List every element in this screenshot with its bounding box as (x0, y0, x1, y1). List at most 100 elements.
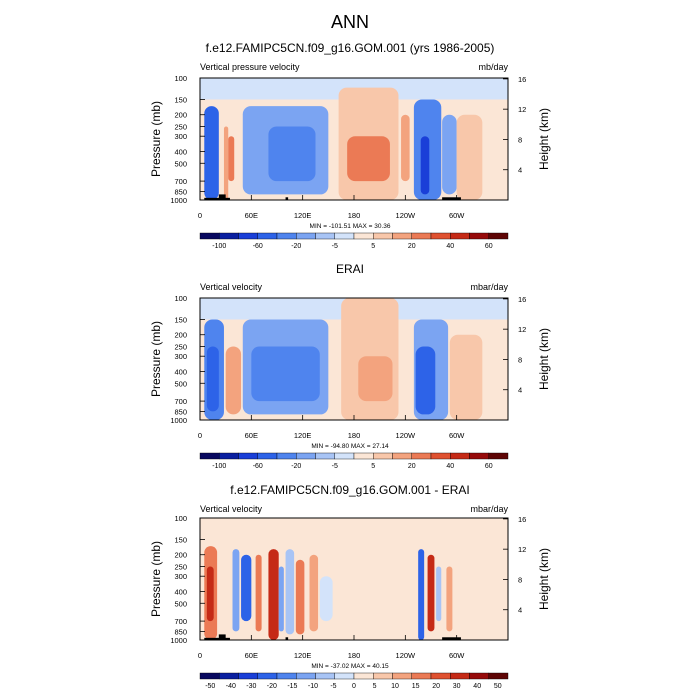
colorbar-label: -20 (291, 243, 301, 250)
y-tick-label: 500 (174, 159, 187, 168)
data-cell (295, 559, 305, 635)
colorbar-label: -50 (205, 683, 215, 690)
y2-tick-label: 16 (518, 515, 526, 524)
data-cell (420, 136, 430, 195)
y-tick-label: 300 (174, 132, 187, 141)
colorbar-label: -30 (246, 683, 256, 690)
y2-tick-label: 16 (518, 75, 526, 84)
y2-tick-label: 4 (518, 386, 522, 395)
y2-tick-label: 16 (518, 295, 526, 304)
colorbar-label: 20 (408, 243, 416, 250)
colorbar-label: 60 (485, 463, 493, 470)
colorbar-label: -100 (212, 243, 226, 250)
colorbar-swatch (276, 672, 297, 680)
colorbar-label: 50 (494, 683, 502, 690)
colorbar-label: -5 (332, 243, 338, 250)
colorbar-swatch (450, 452, 470, 460)
x-tick-label: 60E (245, 431, 258, 440)
x-tick-label: 120W (396, 211, 417, 220)
variable-label: Vertical pressure velocity (200, 62, 300, 72)
colorbar-swatch (238, 452, 258, 460)
data-cell (206, 566, 214, 622)
data-cell (206, 346, 219, 412)
y2-axis-label: Height (km) (537, 548, 551, 610)
y-tick-label: 150 (174, 535, 187, 544)
data-cell (427, 554, 435, 632)
x-tick-label: 60W (449, 211, 465, 220)
y-tick-label: 150 (174, 315, 187, 324)
colorbar-label: 30 (453, 683, 461, 690)
terrain-mask (442, 637, 461, 640)
data-cell (223, 126, 229, 200)
data-cell (204, 106, 219, 200)
y2-tick-label: 12 (518, 325, 526, 334)
y-tick-label: 700 (174, 177, 187, 186)
x-tick-label: 180 (348, 431, 361, 440)
colorbar-swatch (257, 452, 278, 460)
panel-title: f.e12.FAMIPC5CN.f09_g16.GOM.001 (yrs 198… (206, 41, 495, 55)
colorbar-swatch (219, 232, 239, 240)
colorbar-label: -20 (291, 463, 301, 470)
colorbar-swatch (276, 452, 297, 460)
x-tick-label: 120E (294, 211, 312, 220)
data-cell (347, 136, 390, 182)
units-label: mb/day (478, 62, 508, 72)
terrain-mask (218, 194, 226, 200)
colorbar-swatch (296, 232, 316, 240)
colorbar-label: 5 (371, 463, 375, 470)
colorbar-swatch (199, 672, 220, 680)
x-tick-label: 120W (396, 431, 417, 440)
data-cell (251, 346, 320, 402)
y-tick-label: 200 (174, 331, 187, 340)
colorbar-swatch (430, 452, 451, 460)
data-cell (319, 576, 333, 622)
colorbar-swatch (411, 452, 432, 460)
colorbar-swatch (353, 232, 374, 240)
data-cell (255, 554, 262, 632)
data-cell (418, 549, 425, 640)
colorbar-label: 0 (352, 683, 356, 690)
y-tick-label: 1000 (170, 636, 187, 645)
data-cell (358, 356, 393, 402)
colorbar-swatch (296, 452, 316, 460)
y-axis-label: Pressure (mb) (149, 101, 163, 177)
y-tick-label: 100 (174, 514, 187, 523)
main-title: ANN (330, 12, 369, 32)
colorbar-swatch (219, 672, 239, 680)
colorbar-swatch (199, 452, 220, 460)
colorbar-swatch (488, 452, 509, 460)
data-cell (268, 126, 316, 182)
colorbar-swatch (238, 672, 258, 680)
terrain-mask (218, 634, 226, 640)
upper-level-band (200, 518, 508, 540)
y-tick-label: 500 (174, 379, 187, 388)
colorbar-label: 5 (371, 243, 375, 250)
y-tick-label: 400 (174, 147, 187, 156)
colorbar-swatch (430, 232, 451, 240)
colorbar-swatch (373, 232, 393, 240)
colorbar-label: -5 (330, 683, 336, 690)
y-tick-label: 200 (174, 111, 187, 120)
y-axis-label: Pressure (mb) (149, 321, 163, 397)
colorbar-swatch (469, 672, 489, 680)
y-axis-label: Pressure (mb) (149, 541, 163, 617)
y-tick-label: 300 (174, 572, 187, 581)
colorbar-swatch (450, 232, 470, 240)
y-tick-label: 150 (174, 95, 187, 104)
data-cell (442, 114, 457, 195)
data-cell (285, 549, 295, 635)
colorbar-label: 40 (473, 683, 481, 690)
data-cell (415, 346, 436, 415)
colorbar-swatch (373, 452, 393, 460)
colorbar-swatch (411, 672, 432, 680)
x-tick-label: 60W (449, 431, 465, 440)
colorbar-label: -60 (253, 463, 263, 470)
y-tick-label: 250 (174, 123, 187, 132)
x-tick-label: 120W (396, 651, 417, 660)
colorbar-label: -15 (287, 683, 297, 690)
y-tick-label: 700 (174, 617, 187, 626)
data-cell (268, 549, 279, 640)
chart-panel-1: f.e12.FAMIPC5CN.f09_g16.GOM.001 (yrs 198… (149, 41, 551, 250)
terrain-mask (285, 637, 289, 640)
